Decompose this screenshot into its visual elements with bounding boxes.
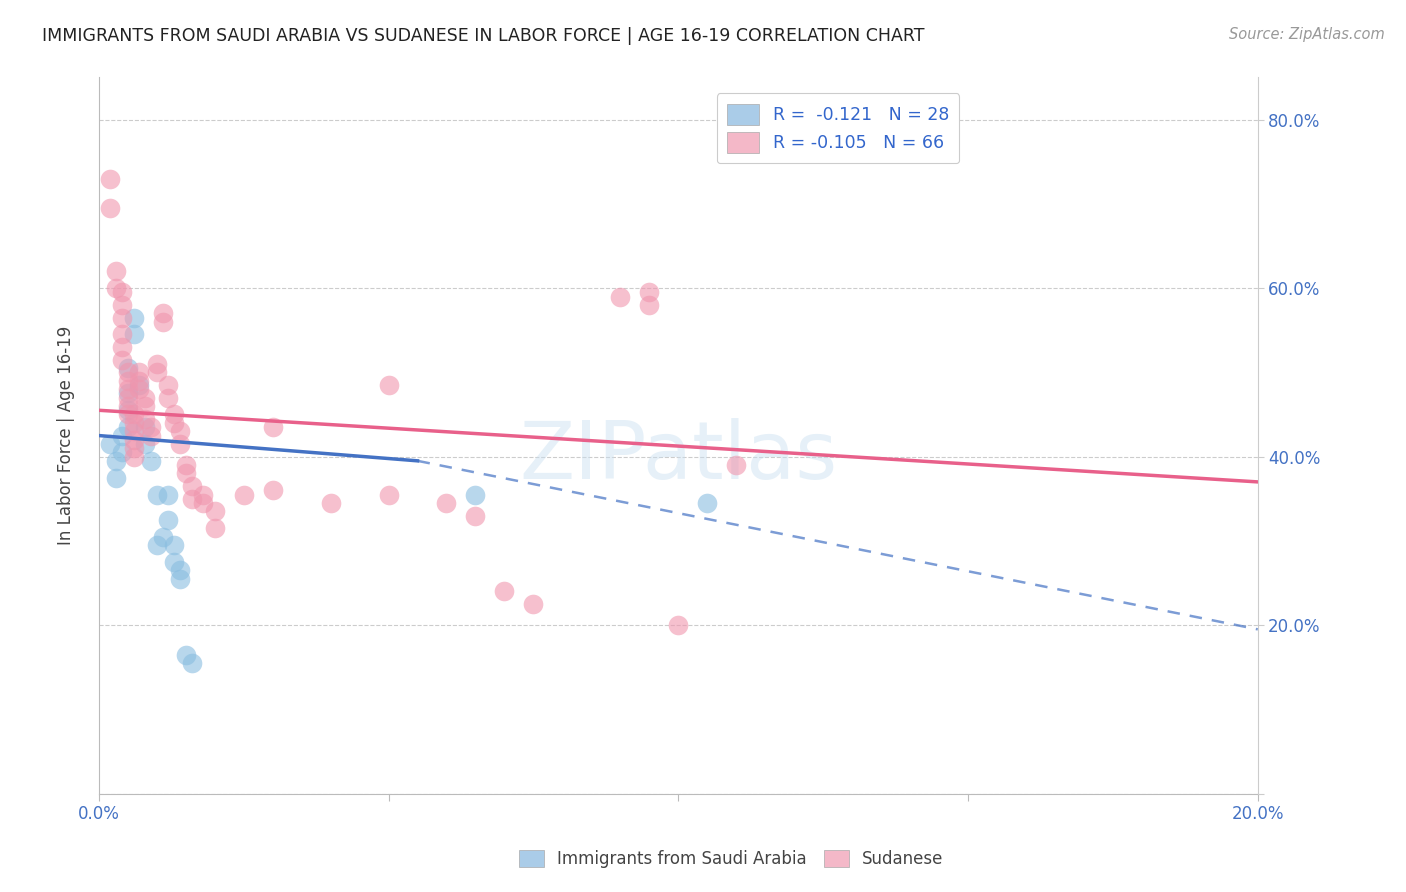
Text: IMMIGRANTS FROM SAUDI ARABIA VS SUDANESE IN LABOR FORCE | AGE 16-19 CORRELATION : IMMIGRANTS FROM SAUDI ARABIA VS SUDANESE…: [42, 27, 925, 45]
Point: [152, 306, 174, 320]
Point: [163, 416, 186, 430]
Text: Source: ZipAtlas.com: Source: ZipAtlas.com: [1229, 27, 1385, 42]
Point: [111, 352, 134, 367]
Point: [180, 479, 202, 493]
Point: [204, 504, 226, 518]
Point: [163, 555, 186, 569]
Point: [117, 408, 139, 422]
Point: [169, 437, 191, 451]
Point: [262, 483, 284, 498]
Point: [105, 281, 128, 295]
Point: [377, 378, 399, 392]
Point: [157, 378, 180, 392]
Point: [117, 361, 139, 376]
Point: [117, 374, 139, 388]
Point: [111, 327, 134, 342]
Point: [319, 496, 342, 510]
Point: [117, 382, 139, 396]
Point: [174, 467, 197, 481]
Point: [522, 597, 544, 611]
Point: [163, 538, 186, 552]
Point: [117, 403, 139, 417]
Point: [122, 425, 145, 439]
Point: [134, 420, 156, 434]
Point: [145, 365, 167, 379]
Point: [169, 572, 191, 586]
Point: [157, 513, 180, 527]
Point: [169, 425, 191, 439]
Point: [117, 386, 139, 401]
Point: [464, 487, 486, 501]
Point: [117, 365, 139, 379]
Legend: Immigrants from Saudi Arabia, Sudanese: Immigrants from Saudi Arabia, Sudanese: [512, 843, 950, 875]
Point: [117, 420, 139, 434]
Point: [117, 391, 139, 405]
Point: [117, 399, 139, 413]
Point: [609, 289, 631, 303]
Point: [436, 496, 458, 510]
Point: [145, 487, 167, 501]
Point: [191, 496, 214, 510]
Point: [122, 441, 145, 455]
Point: [180, 491, 202, 506]
Point: [464, 508, 486, 523]
Point: [169, 563, 191, 577]
Y-axis label: In Labor Force | Age 16-19: In Labor Force | Age 16-19: [58, 326, 75, 545]
Point: [174, 648, 197, 662]
Point: [638, 285, 661, 300]
Point: [100, 171, 122, 186]
Point: [111, 340, 134, 354]
Point: [122, 327, 145, 342]
Point: [122, 433, 145, 447]
Point: [105, 264, 128, 278]
Point: [157, 487, 180, 501]
Point: [180, 656, 202, 670]
Point: [638, 298, 661, 312]
Point: [152, 315, 174, 329]
Point: [100, 201, 122, 215]
Point: [139, 420, 162, 434]
Point: [122, 310, 145, 325]
Point: [163, 408, 186, 422]
Point: [696, 496, 718, 510]
Point: [111, 445, 134, 459]
Point: [134, 391, 156, 405]
Point: [157, 391, 180, 405]
Point: [122, 450, 145, 464]
Point: [377, 487, 399, 501]
Point: [128, 365, 150, 379]
Point: [134, 437, 156, 451]
Point: [725, 458, 748, 472]
Point: [134, 411, 156, 425]
Point: [128, 374, 150, 388]
Legend: R =  -0.121   N = 28, R = -0.105   N = 66: R = -0.121 N = 28, R = -0.105 N = 66: [717, 94, 959, 163]
Point: [128, 378, 150, 392]
Point: [111, 285, 134, 300]
Point: [262, 420, 284, 434]
Point: [100, 437, 122, 451]
Point: [191, 487, 214, 501]
Point: [111, 298, 134, 312]
Point: [152, 530, 174, 544]
Point: [105, 471, 128, 485]
Point: [145, 538, 167, 552]
Point: [128, 382, 150, 396]
Point: [139, 428, 162, 442]
Point: [111, 310, 134, 325]
Point: [111, 428, 134, 442]
Point: [122, 408, 145, 422]
Point: [204, 521, 226, 535]
Point: [232, 487, 254, 501]
Point: [139, 454, 162, 468]
Point: [134, 399, 156, 413]
Point: [105, 454, 128, 468]
Text: ZIPatlas: ZIPatlas: [519, 418, 838, 496]
Point: [494, 584, 516, 599]
Point: [174, 458, 197, 472]
Point: [666, 618, 689, 632]
Point: [145, 357, 167, 371]
Point: [122, 416, 145, 430]
